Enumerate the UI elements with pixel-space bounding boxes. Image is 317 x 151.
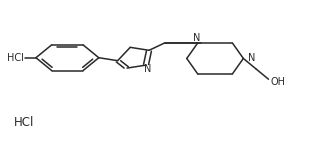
Text: N: N — [248, 53, 255, 63]
Text: N: N — [192, 33, 200, 43]
Text: HCl: HCl — [7, 53, 23, 63]
Text: HCl: HCl — [14, 116, 34, 129]
Text: N: N — [144, 64, 151, 74]
Text: OH: OH — [270, 77, 285, 87]
